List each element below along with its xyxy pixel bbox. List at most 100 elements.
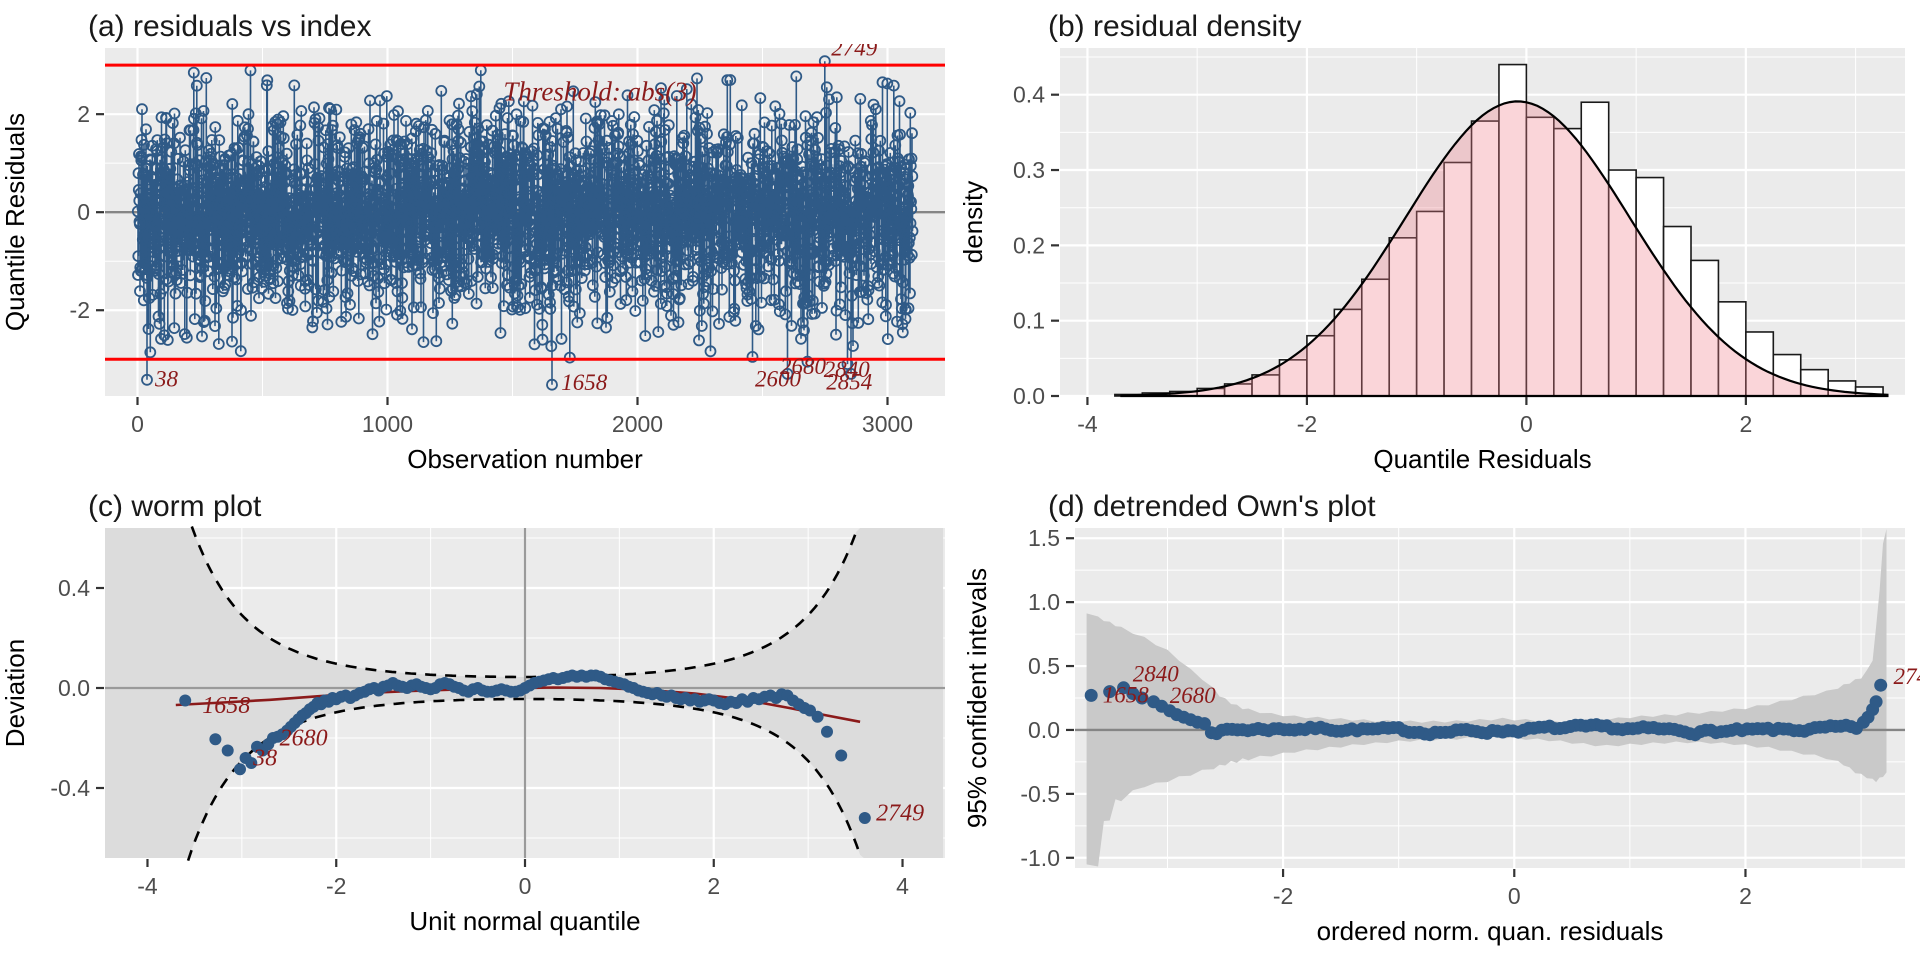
outlier-label: 1658 — [202, 693, 250, 719]
svg-text:4: 4 — [896, 873, 909, 899]
svg-text:0.5: 0.5 — [1028, 653, 1060, 679]
outlier-point — [1874, 678, 1888, 692]
outlier-label: 2840 — [824, 357, 871, 382]
panel-a-plot-canvas: Threshold: abs(3)38 1658 26002680274928402… — [0, 44, 945, 472]
threshold-label: Threshold: abs(3) — [503, 76, 696, 106]
svg-text:-2: -2 — [1297, 411, 1317, 437]
svg-text:2: 2 — [1739, 883, 1752, 909]
hist-bar — [1415, 210, 1445, 397]
x-axis-title: Observation number — [407, 444, 643, 472]
points-layer — [1084, 678, 1888, 742]
hist-bar — [1662, 225, 1692, 397]
svg-text:0.3: 0.3 — [1013, 157, 1045, 183]
y-axis-title: density — [960, 181, 988, 263]
outlier-label: 2749 — [1893, 664, 1920, 689]
panel-b-plot-canvas: -4 -2 0 2 0.0 0.1 0.2 0.3 0.4 Quantile Residuals d… — [960, 48, 1905, 472]
outlier-label: 2680 — [1170, 683, 1216, 708]
axes: -4 -2 0 2 0.0 0.1 0.2 0.3 0.4 Quantile Residuals d… — [960, 82, 1752, 472]
svg-text:3000: 3000 — [862, 411, 913, 437]
axes: -2 0 2 -1.0 -0.5 0.0 0.5 1.0 1.5 ordered norm. qu… — [962, 525, 1752, 946]
panel-c: (c) worm plot 1658 2680 38 2749 -4 -2 0 2 4 -0.4 0… — [0, 480, 960, 960]
worm-point — [858, 812, 871, 824]
svg-text:-4: -4 — [1077, 411, 1098, 437]
hist-bar — [1360, 278, 1391, 397]
outlier-label: 2854 — [826, 370, 872, 395]
outlier-point — [1869, 695, 1883, 709]
svg-text:0: 0 — [77, 199, 90, 225]
svg-text:2: 2 — [77, 101, 90, 127]
x-axis-title: Unit normal quantile — [409, 906, 640, 936]
svg-text:0.0: 0.0 — [58, 675, 90, 701]
axes: 0 1000 2000 3000 -2 0 2 Observation number Quant… — [0, 101, 913, 472]
outlier-point — [1135, 691, 1149, 705]
svg-text:1000: 1000 — [362, 411, 413, 437]
svg-text:-2: -2 — [1273, 883, 1293, 909]
outlier-label: 2749 — [876, 801, 924, 827]
outlier-point — [1103, 685, 1117, 699]
svg-text:0.1: 0.1 — [1013, 308, 1045, 334]
axes: -4 -2 0 2 4 -0.4 0.0 0.4 Unit normal quantile Dev… — [0, 575, 909, 936]
worm-point — [179, 694, 192, 707]
panel-b-title: (b) residual density — [1048, 10, 1302, 43]
x-axis-title: Quantile Residuals — [1373, 444, 1591, 472]
worm-point — [221, 744, 234, 757]
svg-text:0.0: 0.0 — [1013, 383, 1045, 409]
hist-bar — [1745, 331, 1775, 397]
worm-point — [209, 733, 222, 746]
svg-text:0: 0 — [1508, 883, 1521, 909]
svg-text:0.2: 0.2 — [1013, 232, 1045, 258]
svg-text:0.4: 0.4 — [1013, 82, 1045, 108]
svg-text:0.0: 0.0 — [1028, 717, 1060, 743]
svg-text:1.5: 1.5 — [1028, 525, 1060, 551]
outlier-label: 1658 — [561, 370, 608, 395]
worm-point — [245, 757, 258, 769]
svg-text:1.0: 1.0 — [1028, 589, 1060, 615]
panel-a: (a) residuals vs index Threshold: abs(3)… — [0, 0, 960, 480]
svg-text:-1.0: -1.0 — [1020, 845, 1060, 871]
worm-point — [234, 763, 246, 776]
svg-text:-2: -2 — [326, 873, 346, 899]
svg-text:2: 2 — [1739, 411, 1752, 437]
svg-text:2000: 2000 — [612, 411, 663, 437]
panel-c-title: (c) worm plot — [88, 490, 262, 523]
outlier-label: 2600 — [755, 367, 802, 392]
outlier-label: 38 — [252, 746, 277, 772]
svg-text:-0.5: -0.5 — [1020, 781, 1060, 807]
hist-bar — [1525, 116, 1555, 397]
outlier-label: 2749 — [831, 44, 878, 60]
panel-a-title: (a) residuals vs index — [88, 10, 372, 43]
svg-text:0.4: 0.4 — [58, 575, 90, 601]
svg-text:-2: -2 — [70, 297, 90, 323]
y-axis-title: Quantile Residuals — [0, 113, 30, 331]
svg-text:-4: -4 — [137, 873, 158, 899]
outlier-point — [1084, 688, 1098, 702]
outlier-label: 38 — [154, 367, 179, 392]
svg-text:2: 2 — [707, 873, 720, 899]
svg-text:0: 0 — [519, 873, 532, 899]
outlier-label: 2680 — [280, 726, 328, 752]
y-axis-title: Deviation — [0, 639, 30, 747]
outlier-label: 2680 — [780, 354, 827, 379]
y-axis-title: 95% confident intevals — [962, 568, 992, 828]
panel-b: (b) residual density -4 -2 0 2 0.0 0.1 0.2 0.3 0… — [960, 0, 1920, 480]
density-curve — [1120, 100, 1889, 398]
upper-dashed-curve — [190, 526, 858, 679]
x-axis-title: ordered norm. quan. residuals — [1317, 916, 1664, 946]
hist-bar — [1470, 120, 1500, 397]
outlier-label: 2840 — [1133, 661, 1180, 686]
svg-text:0: 0 — [1520, 411, 1533, 437]
worm-point — [821, 725, 833, 738]
hist-bar — [1498, 63, 1528, 397]
outlier-label: 1658 — [1103, 682, 1150, 707]
outlier-point — [1198, 717, 1211, 731]
stem-points-layer — [131, 55, 919, 391]
threshold-layer: Threshold: abs(3) — [105, 63, 945, 361]
svg-text:0: 0 — [131, 411, 144, 437]
